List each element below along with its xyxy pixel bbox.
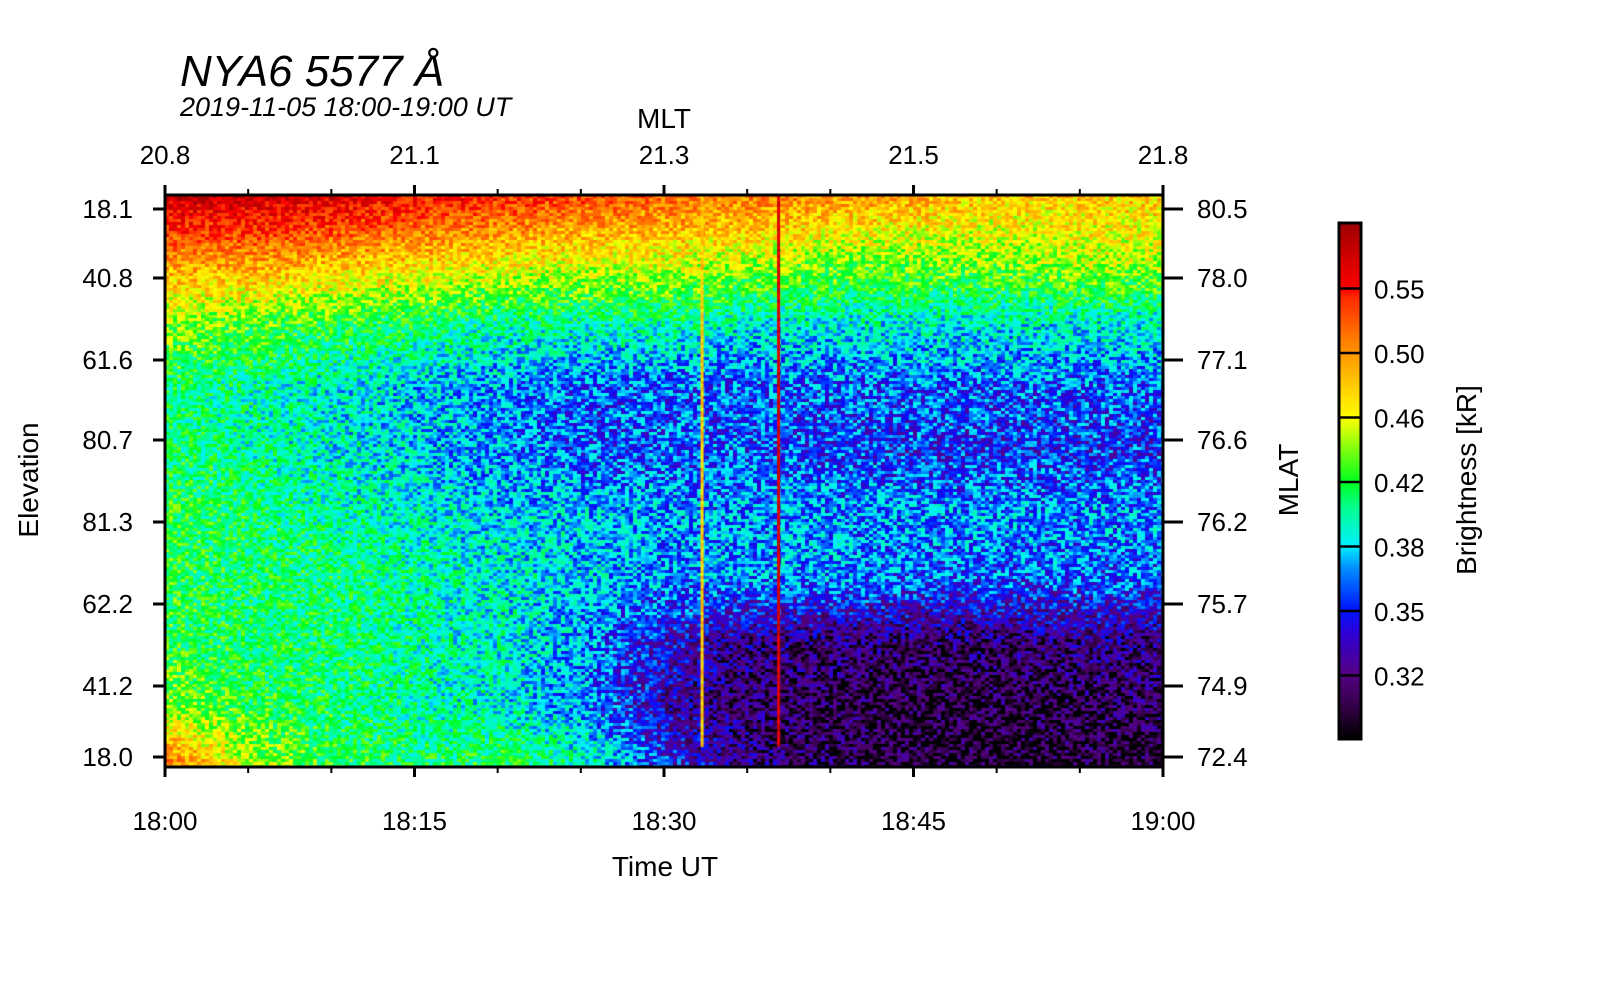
x-tick-label: 18:15: [382, 806, 447, 836]
plot-frame: [163, 193, 1165, 769]
y-tick-label: 40.8: [82, 263, 133, 293]
y-tick-label: 18.1: [82, 194, 133, 224]
x-tick-label: 18:30: [631, 806, 696, 836]
top-tick-label: 21.5: [888, 140, 939, 170]
right-tick-label: 78.0: [1197, 263, 1248, 293]
x-axis-label: Time UT: [612, 851, 718, 882]
top-tick-label: 20.8: [140, 140, 191, 170]
top-tick-label: 21.1: [389, 140, 440, 170]
colorbar-tick-label: 0.55: [1374, 275, 1425, 305]
right-tick-label: 74.9: [1197, 671, 1248, 701]
colorbar-tick-label: 0.38: [1374, 533, 1425, 563]
keogram-heatmap: [165, 195, 1163, 767]
right-axis-label: MLAT: [1273, 444, 1304, 517]
y-tick-label: 61.6: [82, 345, 133, 375]
y-tick-label: 41.2: [82, 671, 133, 701]
right-tick-label: 77.1: [1197, 345, 1248, 375]
right-tick-label: 72.4: [1197, 742, 1248, 772]
right-tick-label: 80.5: [1197, 194, 1248, 224]
right-tick-label: 76.2: [1197, 507, 1248, 537]
x-tick-label: 18:00: [132, 806, 197, 836]
right-tick-label: 76.6: [1197, 425, 1248, 455]
y-tick-label: 62.2: [82, 589, 133, 619]
y-axis-label: Elevation: [13, 422, 44, 537]
x-tick-label: 18:45: [881, 806, 946, 836]
x-tick-label: 19:00: [1130, 806, 1195, 836]
top-tick-label: 21.3: [639, 140, 690, 170]
y-tick-label: 18.0: [82, 742, 133, 772]
colorbar-tick-label: 0.46: [1374, 404, 1425, 434]
y-tick-label: 80.7: [82, 425, 133, 455]
colorbar-tick-label: 0.50: [1374, 339, 1425, 369]
y-tick-label: 81.3: [82, 507, 133, 537]
top-axis-label: MLT: [637, 103, 691, 134]
chart-title: NYA6 5577 Å: [180, 47, 444, 96]
right-tick-label: 75.7: [1197, 589, 1248, 619]
colorbar-tick-label: 0.32: [1374, 662, 1425, 692]
colorbar-label: Brightness [kR]: [1451, 385, 1482, 575]
top-tick-label: 21.8: [1138, 140, 1189, 170]
colorbar-tick-label: 0.35: [1374, 597, 1425, 627]
chart-subtitle: 2019-11-05 18:00-19:00 UT: [179, 92, 514, 122]
colorbar-tick-label: 0.42: [1374, 468, 1425, 498]
